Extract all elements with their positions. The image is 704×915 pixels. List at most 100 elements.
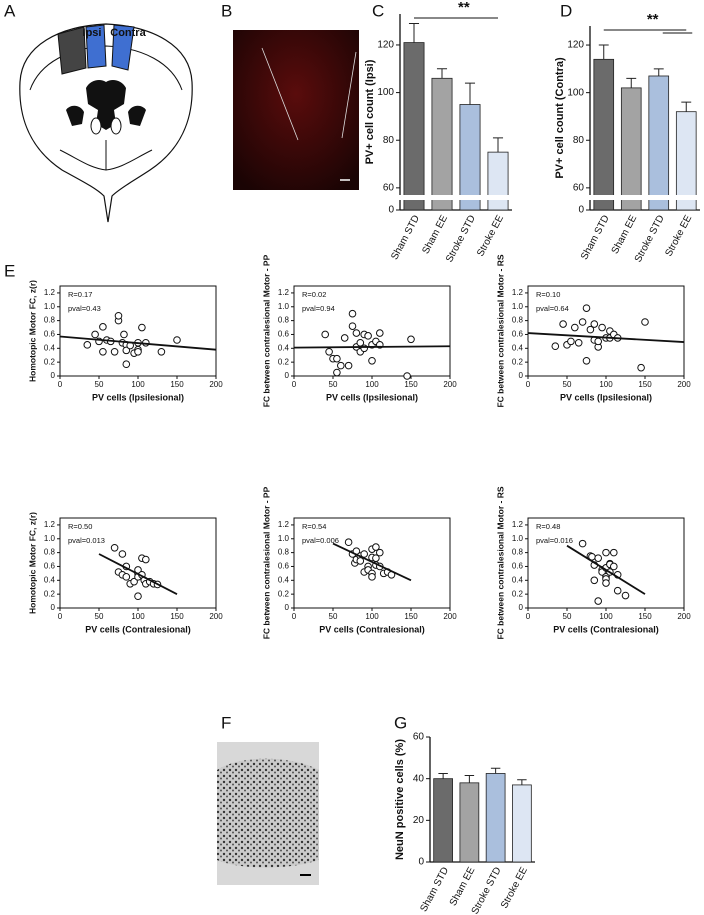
y-tick-label: 0	[51, 371, 56, 380]
x-tick-label: 100	[599, 380, 613, 389]
scatter-point	[582, 304, 591, 312]
y-axis-label: NeuN positive cells (%)	[394, 739, 406, 860]
y-tick-label: 100	[567, 87, 584, 98]
axis-break	[394, 195, 514, 200]
scatter-point	[99, 323, 107, 331]
y-axis-label: FC between contralesional Motor - PP	[261, 254, 271, 407]
panel-label: D	[560, 1, 572, 20]
x-tick-label: 200	[677, 380, 691, 389]
scatter-point	[356, 338, 365, 347]
scatter-point	[134, 347, 142, 356]
x-tick-label: 200	[209, 380, 223, 389]
x-axis-label: PV cells (Contralesional)	[319, 624, 425, 634]
y-tick-label: 0.2	[278, 357, 290, 366]
scatter-point	[352, 329, 361, 337]
panel-label: E	[4, 261, 15, 280]
y-tick-label: 0.2	[278, 589, 290, 598]
scatter-point	[118, 550, 127, 558]
scatter-point	[157, 347, 166, 356]
scatter-point	[340, 334, 349, 342]
y-tick-label: 80	[383, 135, 395, 146]
x-tick-label: 150	[404, 612, 418, 621]
axis-break	[584, 195, 702, 200]
scatter-point	[83, 341, 92, 349]
bar	[512, 784, 532, 863]
y-tick-label: 0.2	[512, 589, 524, 598]
panel-label: F	[221, 713, 231, 732]
x-tick-label: 100	[365, 380, 379, 389]
scatter-point	[110, 347, 119, 356]
scatter-point	[344, 361, 353, 370]
fit-line	[293, 345, 451, 349]
bar	[648, 75, 670, 211]
y-tick-label: 0.4	[512, 575, 524, 584]
y-tick-label: 0.4	[278, 575, 290, 584]
y-tick-label: 0.2	[44, 357, 56, 366]
panel-label: B	[221, 1, 232, 20]
scatter-point	[586, 325, 595, 334]
error-bar	[626, 77, 637, 88]
y-tick-label: 1.2	[44, 520, 56, 529]
x-tick-label: 50	[563, 380, 572, 389]
stat-annotation: pval=0.64	[536, 304, 569, 313]
scatter-point	[594, 337, 603, 346]
scatter-point	[356, 557, 365, 565]
error-bar	[464, 82, 476, 105]
bar	[593, 58, 615, 211]
bar	[459, 782, 480, 863]
fit-line	[566, 544, 646, 595]
stat-annotation: R=0.54	[302, 522, 326, 531]
scatter-point	[333, 354, 341, 363]
x-axis-label: PV cells (Ipsilesional)	[326, 392, 418, 402]
y-tick-label: 0.4	[44, 343, 56, 352]
x-tick-label: Sham EE	[610, 213, 640, 256]
scatter-point	[610, 548, 618, 557]
x-tick-label: Stroke EE	[663, 213, 694, 258]
bar	[433, 778, 453, 863]
scatter-point	[364, 332, 372, 340]
y-tick-label: 0	[388, 205, 394, 216]
x-tick-label: 50	[95, 612, 104, 621]
scatter-point	[173, 336, 181, 344]
diagram-label: Ipsi	[83, 27, 102, 39]
scatter-point	[403, 372, 411, 380]
scatter-point	[578, 318, 587, 326]
y-tick-label: 0.8	[44, 316, 56, 325]
y-tick-label: 0.6	[44, 562, 56, 571]
scatter-point	[407, 335, 415, 344]
x-tick-label: 150	[404, 380, 418, 389]
x-tick-label: 200	[443, 612, 457, 621]
x-tick-label: Sham EE	[448, 865, 478, 908]
error-bar	[653, 68, 664, 76]
diagram-label: Contra	[110, 27, 146, 39]
scatter-point	[344, 538, 353, 547]
scatter-point	[551, 342, 560, 351]
x-tick-label: Sham STD	[579, 213, 612, 261]
y-axis-label: Homotopic Motor FC, z(r)	[27, 512, 37, 614]
error-bar	[490, 767, 501, 774]
panel-label: G	[394, 713, 407, 732]
scatter-point	[122, 573, 131, 581]
stat-annotation: pval=0.016	[536, 536, 573, 545]
y-axis-label: FC between contralesional Motor - RS	[495, 486, 505, 639]
y-tick-label: 0.2	[512, 357, 524, 366]
scatter-point	[122, 360, 131, 369]
x-tick-label: 50	[95, 380, 104, 389]
scatter-point	[598, 323, 606, 332]
x-tick-label: 50	[563, 612, 572, 621]
y-tick-label: 1.2	[278, 520, 290, 529]
y-tick-label: 1.2	[44, 288, 56, 297]
x-tick-label: Sham STD	[418, 865, 451, 913]
x-tick-label: 150	[638, 380, 652, 389]
y-tick-label: 0.8	[44, 548, 56, 557]
y-axis-label: PV+ cell count (Ipsi)	[364, 59, 376, 164]
scatter-point	[594, 597, 603, 605]
x-axis-label: PV cells (Ipsilesional)	[92, 392, 184, 402]
y-tick-label: 0.6	[278, 562, 290, 571]
y-tick-label: 0.6	[512, 562, 524, 571]
scatter-point	[337, 361, 345, 370]
panel-label: C	[372, 1, 384, 20]
y-tick-label: 100	[377, 87, 394, 98]
fit-line	[59, 335, 217, 351]
y-tick-label: 0	[285, 603, 290, 612]
